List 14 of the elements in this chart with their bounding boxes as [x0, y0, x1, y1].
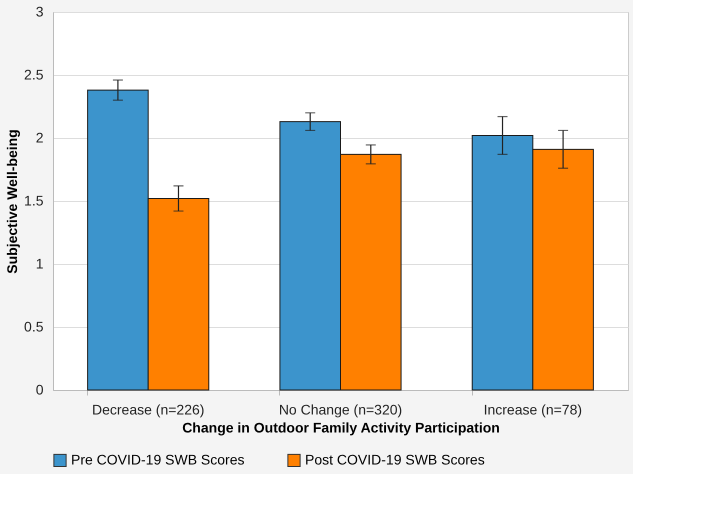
x-tick-label: Increase (n=78): [484, 402, 582, 418]
y-tick-label: 2: [36, 130, 44, 146]
legend-label: Post COVID-19 SWB Scores: [305, 451, 485, 468]
y-tick-label: 2.5: [24, 66, 44, 82]
legend-label: Pre COVID-19 SWB Scores: [71, 451, 244, 468]
x-tick-label: No Change (n=320): [278, 402, 402, 418]
y-tick-label: 1.5: [24, 192, 44, 208]
y-tick-label: 0.5: [24, 318, 44, 334]
y-tick-label: 1: [36, 256, 44, 272]
y-axis-title: Subjective Well-being: [4, 129, 20, 274]
x-tick-label: Decrease (n=226): [92, 402, 204, 418]
y-tick-label: 0: [36, 382, 44, 398]
x-axis-title: Change in Outdoor Family Activity Participation: [182, 420, 500, 436]
y-tick-label: 3: [36, 4, 44, 20]
